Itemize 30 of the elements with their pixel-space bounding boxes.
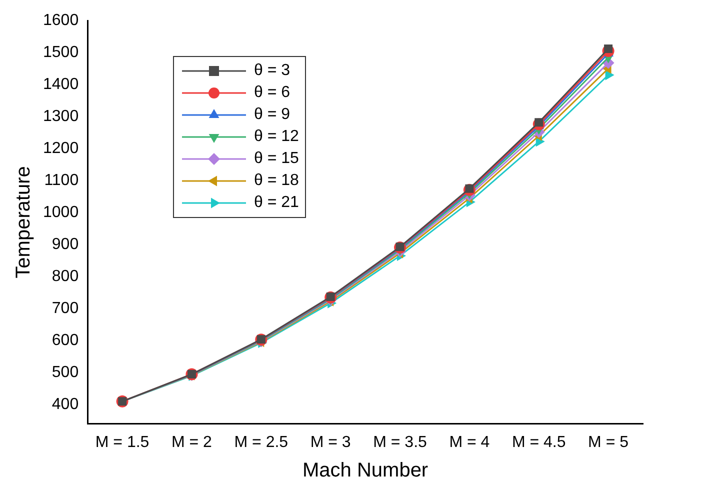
legend-label: θ = 15 xyxy=(254,150,299,168)
y-tick-label: 1000 xyxy=(43,204,79,222)
y-tick-label: 1400 xyxy=(43,76,79,94)
x-tick-label: M = 4 xyxy=(449,434,490,451)
x-tick-label: M = 3.5 xyxy=(373,434,428,451)
x-axis-title: Mach Number xyxy=(302,460,428,482)
legend-label: θ = 18 xyxy=(254,172,299,190)
legend-label: θ = 9 xyxy=(254,106,290,124)
x-tick-label: M = 2.5 xyxy=(234,434,288,451)
legend-label: θ = 6 xyxy=(254,84,290,102)
y-tick-label: 700 xyxy=(52,300,79,318)
legend-label: θ = 21 xyxy=(254,194,299,212)
y-tick-label: 1600 xyxy=(43,12,79,30)
y-tick-label: 1100 xyxy=(44,172,79,190)
y-axis-title: Temperature xyxy=(12,166,35,278)
x-tick-label: M = 5 xyxy=(588,434,629,451)
y-tick-label: 1500 xyxy=(43,44,79,62)
y-tick-label: 900 xyxy=(52,236,79,254)
legend-label: θ = 12 xyxy=(254,128,299,146)
y-tick-label: 400 xyxy=(52,396,79,414)
x-tick-label: M = 2 xyxy=(172,434,212,451)
x-tick-label: M = 4.5 xyxy=(512,434,566,451)
y-tick-label: 800 xyxy=(52,268,79,286)
x-tick-label: M = 1.5 xyxy=(95,434,150,451)
y-tick-label: 1300 xyxy=(43,108,79,126)
legend-label: θ = 3 xyxy=(254,62,290,80)
y-tick-label: 500 xyxy=(52,364,79,382)
y-tick-label: 600 xyxy=(52,332,79,350)
x-tick-label: M = 3 xyxy=(310,434,351,451)
y-tick-label: 1200 xyxy=(43,140,79,158)
